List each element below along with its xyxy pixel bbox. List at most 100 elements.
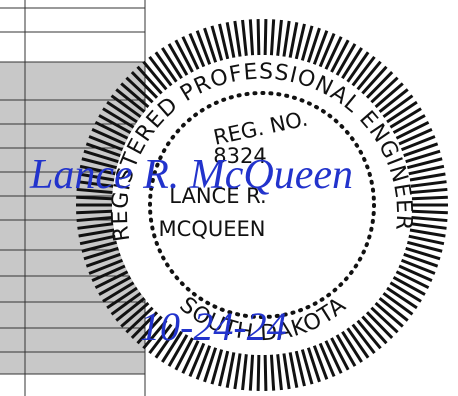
- ring-tick: [395, 120, 430, 140]
- ring-tick: [365, 311, 394, 339]
- ring-tick: [241, 19, 248, 56]
- ring-tick: [91, 127, 126, 146]
- seal-ring: [76, 19, 448, 391]
- dotted-circle: [148, 91, 376, 319]
- ring-tick: [382, 291, 414, 316]
- ring-tick: [142, 319, 168, 350]
- ring-tick: [330, 39, 350, 73]
- ring-tick: [411, 209, 448, 215]
- ring-tick: [148, 323, 173, 355]
- ring-tick: [263, 19, 268, 56]
- reg-number: 8324: [213, 144, 266, 168]
- ring-tick: [154, 51, 178, 83]
- ring-tick: [115, 296, 146, 322]
- ring-tick: [276, 19, 283, 56]
- ring-tick: [392, 114, 426, 135]
- ring-tick: [241, 354, 248, 391]
- ring-tick: [195, 345, 212, 380]
- ring-tick: [203, 347, 218, 383]
- ring-tick: [403, 252, 439, 268]
- ring-tick: [288, 22, 299, 58]
- ring-tick: [389, 281, 422, 303]
- ring-tick: [136, 65, 163, 95]
- ring-tick: [233, 353, 242, 390]
- ring-tick: [378, 296, 409, 322]
- ring-tick: [225, 22, 236, 58]
- ring-tick: [76, 209, 113, 215]
- ring-tick: [370, 76, 399, 104]
- ring-tick: [125, 306, 154, 334]
- signature: Lance R. McQueen: [29, 152, 353, 198]
- ring-tick: [335, 43, 357, 76]
- ring-tick: [167, 43, 189, 76]
- ring-tick: [76, 187, 113, 194]
- ring-tick: [406, 240, 443, 253]
- ring-tick: [356, 319, 382, 350]
- ring-tick: [136, 315, 163, 345]
- ring-tick: [142, 60, 168, 91]
- ring-tick: [410, 222, 447, 230]
- ring-tick: [181, 340, 200, 374]
- ring-tick: [188, 342, 206, 378]
- ring-tick: [167, 334, 189, 367]
- ring-tick: [300, 349, 314, 385]
- ring-tick: [411, 187, 448, 194]
- ring-tick: [408, 234, 445, 246]
- ring-tick: [79, 234, 116, 246]
- ring-tick: [83, 149, 119, 164]
- ring-tick: [174, 39, 194, 73]
- ring-tick: [288, 352, 299, 388]
- ring-tick: [318, 342, 336, 378]
- ring-tick: [225, 352, 236, 388]
- ring-tick: [120, 82, 150, 109]
- ring-tick: [203, 27, 218, 63]
- ring-tick: [341, 47, 363, 80]
- ring-tick: [389, 107, 422, 129]
- ring-tick: [374, 82, 404, 109]
- ring-tick: [91, 264, 126, 283]
- ring-tick: [269, 19, 276, 56]
- ring-tick: [94, 270, 129, 290]
- ring-tick: [76, 195, 113, 201]
- ring-tick: [125, 76, 154, 104]
- ring-tick: [306, 347, 321, 383]
- ring-tick: [324, 340, 343, 374]
- ring-tick: [106, 100, 138, 124]
- ring-tick: [351, 323, 376, 355]
- ring-tick: [102, 107, 135, 129]
- ring-tick: [233, 20, 242, 57]
- ring-tick: [98, 275, 132, 296]
- ring-tick: [382, 94, 414, 119]
- ring-tick: [115, 88, 146, 114]
- ring-tick: [161, 330, 183, 363]
- ring-tick: [403, 142, 439, 158]
- ring-tick: [81, 240, 118, 253]
- ring-tick: [370, 306, 399, 334]
- ring-tick: [181, 36, 200, 70]
- ring-tick: [398, 264, 433, 283]
- name-line1: LANCE R.: [169, 184, 266, 208]
- ring-tick: [120, 301, 150, 328]
- ring-tick: [312, 345, 329, 380]
- ring-tick: [154, 327, 178, 359]
- ring-tick: [85, 252, 121, 268]
- ring-tick: [282, 20, 291, 57]
- ring-tick: [294, 23, 306, 60]
- ring-tick: [351, 55, 376, 87]
- ring-tick: [374, 301, 404, 328]
- name-line2: MCQUEEN: [159, 217, 266, 241]
- ring-tick: [335, 334, 357, 367]
- ring-tick: [411, 195, 448, 201]
- ring-tick: [341, 330, 363, 363]
- ring-tick: [411, 216, 448, 223]
- ring-tick: [102, 281, 135, 303]
- ring-tick: [361, 65, 388, 95]
- ring-tick: [83, 246, 119, 261]
- ring-tick: [346, 51, 370, 83]
- ring-tick: [210, 349, 224, 385]
- ring-tick: [392, 275, 426, 296]
- ring-tick: [77, 180, 114, 188]
- ring-tick: [94, 120, 129, 140]
- ring-tick: [88, 258, 124, 275]
- ring-tick: [330, 337, 350, 371]
